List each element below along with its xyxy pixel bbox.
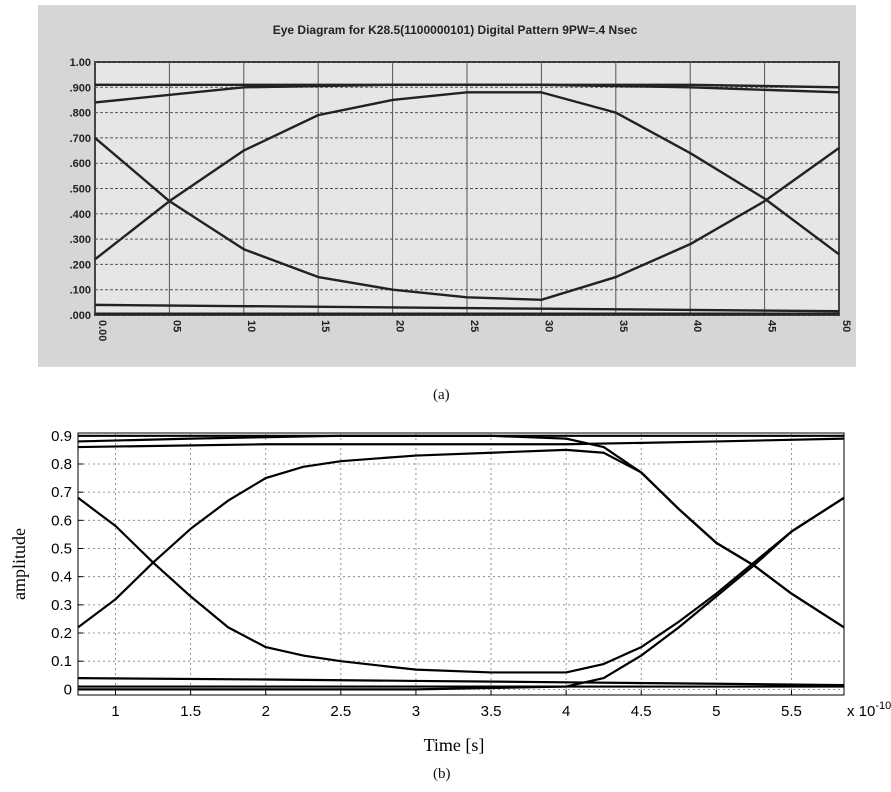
figure-a-caption: (a) bbox=[433, 387, 450, 403]
figure-b-plot-area bbox=[77, 432, 845, 696]
y-tick-label: .200 bbox=[70, 259, 91, 271]
x-tick-label: 4 bbox=[562, 703, 570, 720]
y-tick-label: .100 bbox=[70, 285, 91, 297]
trace-line bbox=[94, 91, 840, 261]
figure-b-x-multiplier: x 10-10 bbox=[847, 700, 891, 720]
figure-b-y-axis-label: amplitude bbox=[9, 528, 29, 600]
x-tick-label: 3 bbox=[412, 703, 420, 720]
y-tick-label: 0.4 bbox=[51, 569, 72, 586]
x-tick-label: 5 bbox=[712, 703, 720, 720]
y-tick-label: 0.6 bbox=[51, 512, 72, 529]
y-tick-label: .400 bbox=[70, 209, 91, 221]
y-tick-label: .900 bbox=[70, 82, 91, 94]
figure-b-caption: (b) bbox=[433, 766, 451, 782]
y-tick-label: 0.7 bbox=[51, 484, 72, 501]
y-tick-label: 0.1 bbox=[51, 653, 72, 670]
y-tick-label: .800 bbox=[70, 108, 91, 120]
x-tick-label: 2 bbox=[262, 703, 270, 720]
figure-b-y-tick-labels: 0 0.1 0.2 0.3 0.4 0.5 0.6 0.7 0.8 0.9 bbox=[51, 428, 83, 698]
x-tick-label: 1 bbox=[111, 703, 119, 720]
x-tick-label: 50 bbox=[840, 320, 852, 332]
y-tick-label: .500 bbox=[70, 184, 91, 196]
y-tick-label: 0.5 bbox=[51, 541, 72, 558]
trace-line bbox=[78, 496, 845, 691]
x-tick-label: 20 bbox=[394, 320, 406, 332]
trace-line bbox=[94, 303, 840, 313]
trace-line bbox=[77, 496, 845, 674]
x-tick-label: 35 bbox=[617, 320, 629, 332]
y-tick-label: 0.9 bbox=[51, 428, 72, 445]
trace-line bbox=[77, 676, 845, 687]
x-tick-label: 05 bbox=[170, 320, 182, 332]
x-tick-label: 40 bbox=[691, 320, 703, 332]
x-tick-label: 10 bbox=[245, 320, 257, 332]
trace-line bbox=[94, 136, 840, 302]
y-tick-label: .700 bbox=[70, 133, 91, 145]
x-tick-label: 1.5 bbox=[180, 703, 201, 720]
y-tick-label: .000 bbox=[70, 310, 91, 322]
x-tick-label: 15 bbox=[319, 320, 331, 332]
figure-b-x-axis-label: Time [s] bbox=[424, 735, 485, 755]
y-tick-label: 0 bbox=[64, 681, 72, 698]
x-tick-label: 3.5 bbox=[481, 703, 502, 720]
figure-a-x-tick-labels: 0.00 05 10 15 20 25 30 35 40 45 50 bbox=[96, 320, 852, 341]
x-tick-label: 5.5 bbox=[781, 703, 802, 720]
x-tick-label: 0.00 bbox=[96, 320, 108, 341]
figure-a-grid bbox=[94, 61, 840, 316]
figure-a-y-tick-labels: .000 .100 .200 .300 .400 .500 .600 .700 .800 .900… bbox=[70, 57, 91, 322]
y-tick-label: .300 bbox=[70, 234, 91, 246]
y-tick-label: .600 bbox=[70, 158, 91, 170]
y-tick-label: 0.8 bbox=[51, 456, 72, 473]
y-tick-label: 1.00 bbox=[70, 57, 91, 69]
x-tick-label: 45 bbox=[766, 320, 778, 332]
x-tick-label: 4.5 bbox=[631, 703, 652, 720]
x-tick-label: 2.5 bbox=[330, 703, 351, 720]
y-tick-label: 0.2 bbox=[51, 625, 72, 642]
x-tick-label: 30 bbox=[542, 320, 554, 332]
figure-b-x-tick-labels: 1 1.5 2 2.5 3 3.5 4 4.5 5 5.5 bbox=[111, 690, 802, 720]
x-tick-label: 25 bbox=[468, 320, 480, 332]
figure-a-traces bbox=[94, 83, 840, 315]
y-tick-label: 0.3 bbox=[51, 597, 72, 614]
figure-b-grid bbox=[78, 433, 844, 695]
figure-b-traces bbox=[77, 434, 845, 691]
trace-line bbox=[77, 437, 845, 449]
figure-a-title: Eye Diagram for K28.5(1100000101) Digita… bbox=[273, 23, 638, 37]
trace-line bbox=[94, 83, 840, 104]
